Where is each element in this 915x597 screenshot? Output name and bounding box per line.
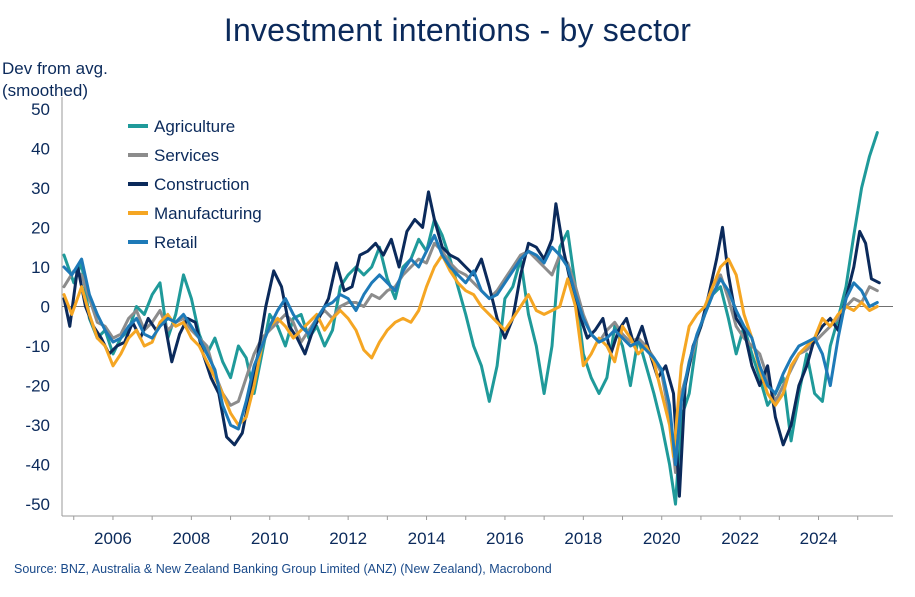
y-axis-label-line1: Dev from avg. (2, 59, 108, 78)
y-tick-label: -50 (25, 495, 50, 514)
y-tick-label: 0 (41, 298, 50, 317)
x-tick-label: 2020 (643, 529, 681, 548)
y-tick-label: 10 (31, 258, 50, 277)
x-tick-label: 2006 (94, 529, 132, 548)
y-axis-label: Dev from avg. (smoothed) (2, 58, 162, 102)
legend-label-retail: Retail (154, 233, 197, 252)
legend-label-construction: Construction (154, 175, 249, 194)
legend-label-agriculture: Agriculture (154, 117, 235, 136)
y-tick-label: 20 (31, 218, 50, 237)
x-tick-label: 2016 (486, 529, 524, 548)
x-tick-label: 2018 (564, 529, 602, 548)
x-tick-label: 2012 (329, 529, 367, 548)
chart-title: Investment intentions - by sector (223, 12, 692, 48)
y-tick-label: 50 (31, 100, 50, 119)
y-axis-label-line2: (smoothed) (2, 81, 88, 100)
legend-label-manufacturing: Manufacturing (154, 204, 262, 223)
x-tick-label: 2010 (251, 529, 289, 548)
legend: Agriculture Services Construction Manufactu… (128, 117, 262, 252)
y-tick-label: 30 (31, 179, 50, 198)
x-tick-label: 2008 (172, 529, 210, 548)
y-tick-label: -30 (25, 416, 50, 435)
x-tick-label: 2024 (800, 529, 838, 548)
y-tick-label: -40 (25, 456, 50, 475)
y-tick-label: -10 (25, 337, 50, 356)
series-line-manufacturing (62, 253, 879, 459)
x-tick-label: 2022 (721, 529, 759, 548)
legend-label-services: Services (154, 146, 219, 165)
y-tick-label: -20 (25, 377, 50, 396)
series-line-retail (62, 233, 879, 467)
series-lines (62, 131, 881, 506)
y-tick-label: 40 (31, 139, 50, 158)
x-tick-label: 2014 (408, 529, 446, 548)
source-note: Source: BNZ, Australia & New Zealand Ban… (14, 562, 552, 576)
